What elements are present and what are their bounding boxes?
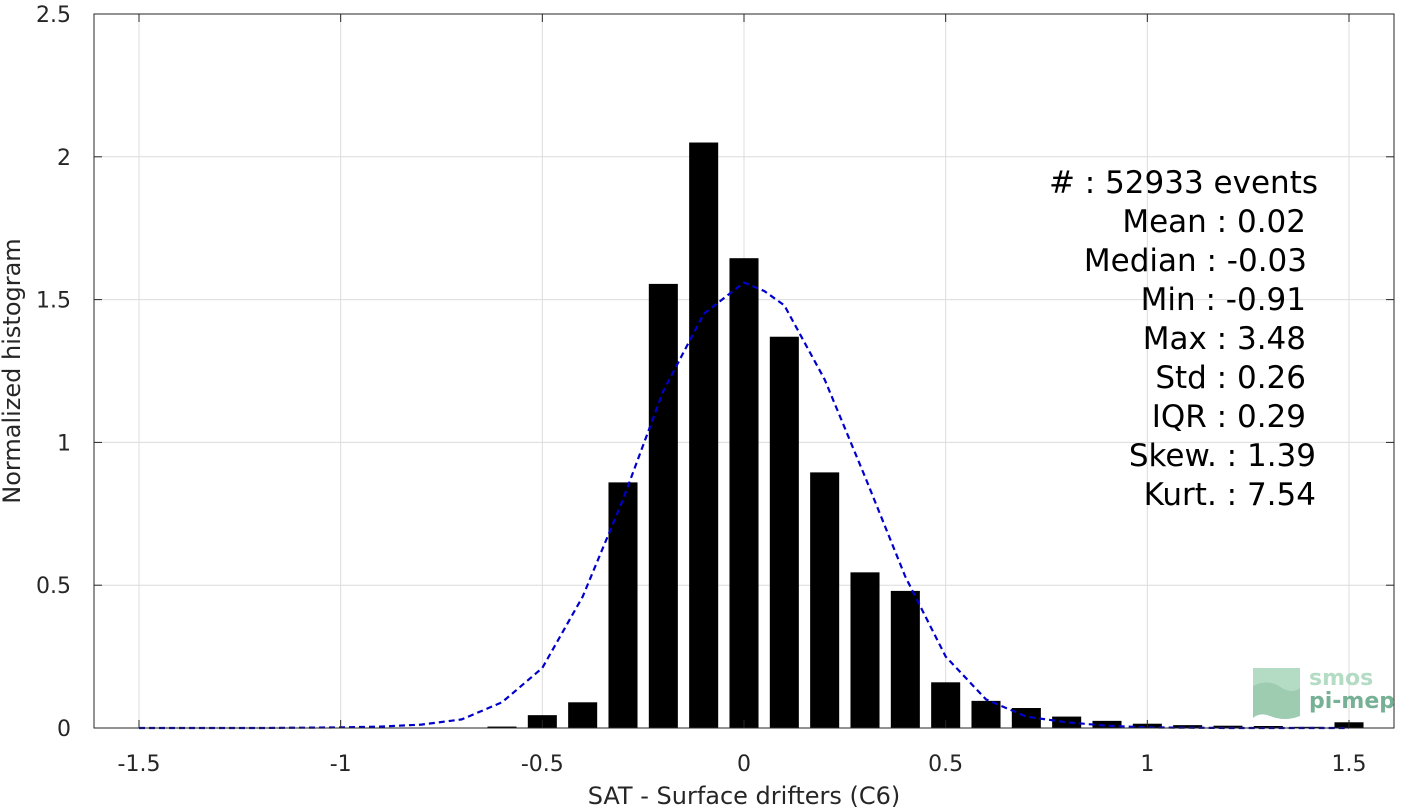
x-axis-label: SAT - Surface drifters (C6) [588, 782, 901, 809]
stat-skew: Skew. : 1.39 [1129, 438, 1316, 474]
y-tick-label: 2.5 [36, 3, 71, 28]
x-tick-label: -1.5 [118, 752, 161, 777]
histogram-bar [568, 702, 598, 728]
axis-ticks: -1.5 -1 -0.5 0 0.5 1 1.5 0 0.5 1 1.5 2 2.5 [36, 3, 1394, 777]
histogram-bar [1052, 716, 1082, 728]
stat-kurt: Kurt. : 7.54 [1144, 477, 1316, 513]
x-tick-label: -0.5 [521, 752, 564, 777]
stat-iqr: IQR : 0.29 [1152, 399, 1306, 435]
histogram-bar [971, 700, 1001, 728]
logo-wave-icon-2 [1253, 682, 1300, 719]
histogram-bar [769, 336, 799, 728]
histogram-bar [850, 572, 880, 728]
y-tick-label: 2 [57, 146, 71, 171]
x-tick-label: -1 [330, 752, 352, 777]
y-tick-label: 0 [57, 717, 71, 742]
stat-median: Median : -0.03 [1084, 243, 1307, 279]
smos-pi-mep-logo: smos pi-mep [1253, 666, 1395, 719]
histogram-bar [608, 482, 638, 728]
histogram-bar [1173, 725, 1203, 728]
x-tick-label: 1.5 [1332, 752, 1367, 777]
histogram-bars [487, 142, 1364, 728]
histogram-bar [1253, 726, 1283, 728]
logo-text-smos: smos [1309, 666, 1373, 691]
stat-mean: Mean : 0.02 [1122, 204, 1306, 240]
statistics-box: # : 52933 events Mean : 0.02 Median : -0… [1049, 165, 1318, 513]
stat-count: # : 52933 events [1049, 165, 1318, 201]
stat-min: Min : -0.91 [1141, 282, 1306, 318]
stat-max: Max : 3.48 [1143, 321, 1306, 357]
stat-std: Std : 0.26 [1155, 360, 1306, 396]
fit-curve [139, 281, 1349, 730]
y-tick-label: 1 [57, 431, 71, 456]
y-tick-label: 1.5 [36, 289, 71, 314]
x-tick-label: 1 [1140, 752, 1154, 777]
histogram-bar [689, 142, 719, 728]
x-tick-label: 0 [737, 752, 751, 777]
histogram-bar [1092, 720, 1122, 728]
histogram-bar [487, 726, 517, 728]
histogram-bar [729, 258, 759, 728]
histogram-bar [1213, 725, 1243, 728]
y-tick-label: 0.5 [36, 574, 71, 599]
y-axis-label: Normalized histogram [0, 238, 26, 503]
histogram-bar [1011, 708, 1041, 728]
x-tick-label: 0.5 [928, 752, 963, 777]
histogram-bar [810, 472, 840, 728]
histogram-bar [648, 283, 678, 728]
histogram-bar [890, 590, 920, 728]
logo-text-pimep: pi-mep [1309, 689, 1395, 714]
